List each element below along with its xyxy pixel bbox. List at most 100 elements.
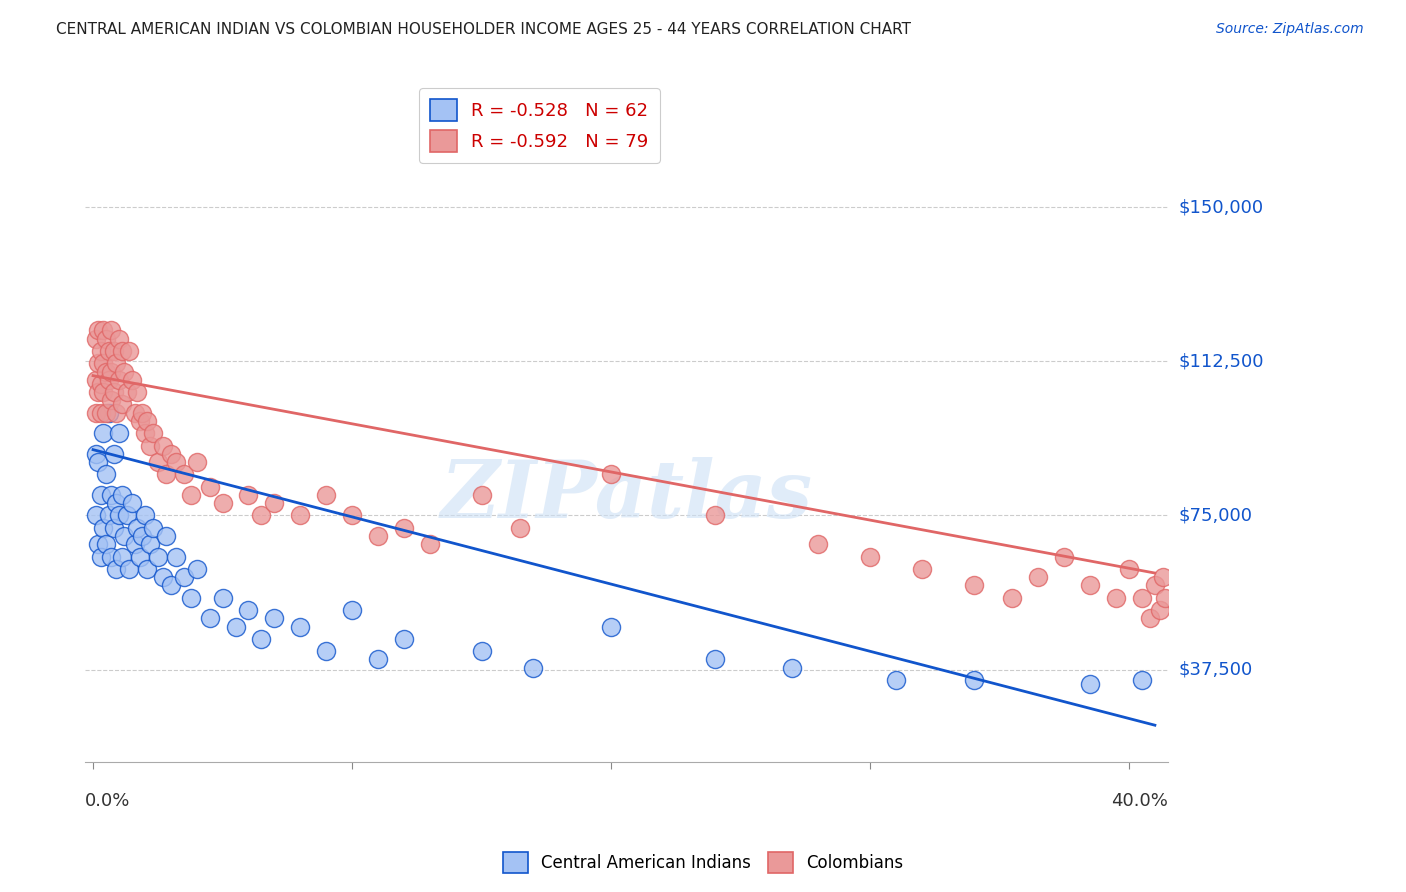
Point [340,603,363,617]
Point [100,323,122,337]
Point [100,488,122,502]
Point [146,549,169,564]
Point [134,508,156,523]
Point [392,632,415,646]
Point [128,549,150,564]
Point [165,549,187,564]
Point [703,652,725,666]
Point [136,414,159,428]
Point [97,406,120,420]
Point [238,488,260,502]
Point [136,562,159,576]
Point [87,356,110,370]
Point [112,529,135,543]
Point [90,406,112,420]
Point [1152,570,1174,584]
Point [84,406,107,420]
Point [108,373,131,387]
Point [93,323,115,337]
Point [131,406,153,420]
Point [419,537,441,551]
Point [198,611,221,625]
Point [131,529,153,543]
Point [139,537,162,551]
Point [100,393,122,408]
Point [90,549,112,564]
Point [84,508,107,523]
Point [90,343,112,358]
Text: Source: ZipAtlas.com: Source: ZipAtlas.com [1216,22,1364,37]
Point [165,455,187,469]
Point [93,356,115,370]
Point [1028,570,1050,584]
Point [94,467,117,482]
Point [470,644,492,658]
Point [600,619,623,633]
Point [198,480,221,494]
Text: CENTRAL AMERICAN INDIAN VS COLOMBIAN HOUSEHOLDER INCOME AGES 25 - 44 YEARS CORRE: CENTRAL AMERICAN INDIAN VS COLOMBIAN HOU… [56,22,911,37]
Point [225,619,247,633]
Point [110,549,132,564]
Point [103,343,125,358]
Point [100,549,122,564]
Point [87,455,110,469]
Point [118,562,141,576]
Point [782,660,804,674]
Point [142,426,165,441]
Point [121,373,143,387]
Point [152,570,174,584]
Point [105,406,128,420]
Point [127,385,149,400]
Point [108,508,131,523]
Point [103,447,125,461]
Point [340,508,363,523]
Text: $112,500: $112,500 [1180,352,1264,370]
Point [173,467,195,482]
Point [87,323,110,337]
Point [1130,673,1153,687]
Point [94,365,117,379]
Text: $75,000: $75,000 [1180,507,1253,524]
Point [315,488,337,502]
Point [211,591,233,605]
Point [290,508,312,523]
Point [1154,591,1177,605]
Point [110,488,132,502]
Point [134,426,156,441]
Point [110,397,132,411]
Point [211,496,233,510]
Point [105,562,128,576]
Point [94,406,117,420]
Point [100,365,122,379]
Text: 40.0%: 40.0% [1111,792,1168,811]
Point [87,537,110,551]
Point [1078,578,1101,592]
Point [159,447,181,461]
Point [97,343,120,358]
Point [859,549,882,564]
Point [250,632,273,646]
Point [911,562,934,576]
Point [124,406,146,420]
Point [367,529,389,543]
Text: $37,500: $37,500 [1180,661,1253,679]
Point [93,521,115,535]
Point [97,373,120,387]
Point [509,521,531,535]
Point [108,332,131,346]
Point [97,508,120,523]
Point [110,343,132,358]
Point [180,591,202,605]
Point [263,611,285,625]
Point [186,455,208,469]
Point [93,426,115,441]
Point [87,385,110,400]
Point [250,508,273,523]
Point [807,537,830,551]
Point [392,521,415,535]
Point [108,426,131,441]
Point [884,673,907,687]
Point [290,619,312,633]
Point [962,673,984,687]
Point [124,537,146,551]
